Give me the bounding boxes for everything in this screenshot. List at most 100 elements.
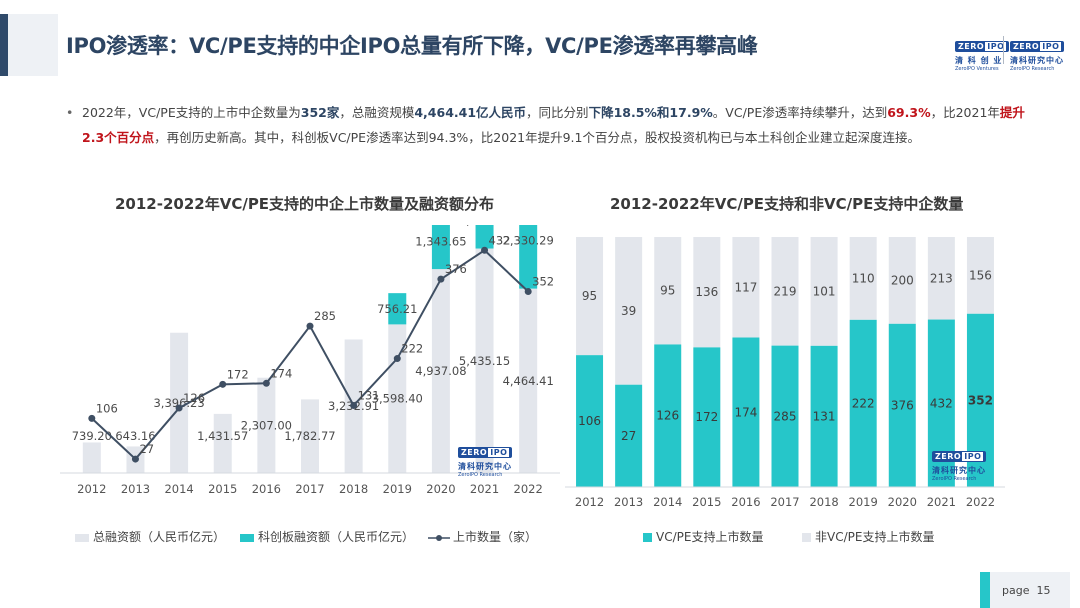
total-financing-bar <box>301 399 319 473</box>
highlight-amount: 4,464.41亿人民币 <box>414 105 527 120</box>
star-market-value-label: 2,330.29 <box>503 233 554 247</box>
right-chart-title: 2012-2022年VC/PE支持和非VC/PE支持中企数量 <box>610 195 964 213</box>
legend-line-marker <box>428 534 450 541</box>
x-tick-label: 2016 <box>252 482 281 496</box>
star-market-financing-bar <box>519 225 538 289</box>
x-tick-label: 2020 <box>888 495 917 509</box>
vcpe-bar <box>654 344 682 487</box>
x-tick-label: 2014 <box>164 482 193 496</box>
total-financing-value-label: 643.16 <box>115 429 155 443</box>
right-chart: 106 95 2012 27 39 2013 126 95 2014 172 136 2015 174 1… <box>565 237 1005 509</box>
legend-swatch <box>240 533 254 542</box>
legend-swatch <box>643 533 652 542</box>
non-vcpe-value-label: 95 <box>582 289 597 303</box>
vcpe-bar <box>615 384 643 487</box>
listing-count-point <box>437 275 445 283</box>
listing-count-point <box>262 379 270 387</box>
star-market-financing-bar <box>388 293 407 325</box>
star-market-financing-bar <box>431 225 450 270</box>
listing-count-label: 174 <box>270 366 292 380</box>
listing-count-label: 106 <box>96 401 118 415</box>
total-financing-value-label: 3,598.40 <box>372 392 423 406</box>
x-tick-label: 2022 <box>514 482 543 496</box>
vcpe-bar <box>771 345 799 487</box>
x-tick-label: 2020 <box>426 482 455 496</box>
right-chart-watermark: ZERO IPO 清科研究中心 ZeroIPO Research <box>932 451 987 482</box>
non-vcpe-bar <box>927 237 955 320</box>
listing-count-label: 352 <box>532 275 554 289</box>
x-tick-label: 2013 <box>121 482 150 496</box>
total-financing-value-label: 5,435.15 <box>459 354 510 368</box>
vcpe-bar <box>693 347 721 487</box>
vcpe-value-label: 222 <box>852 396 875 410</box>
non-vcpe-bar <box>849 237 877 320</box>
listing-count-label: 376 <box>445 262 467 276</box>
logo-divider <box>1003 36 1004 64</box>
x-tick-label: 2018 <box>339 482 368 496</box>
total-financing-value-label: 1,782.77 <box>284 429 335 443</box>
page-indicator-accent <box>980 572 990 608</box>
vcpe-bar <box>810 345 838 487</box>
total-financing-bar <box>82 442 101 473</box>
vcpe-value-label: 174 <box>734 405 757 419</box>
listing-count-point <box>524 288 532 296</box>
non-vcpe-value-label: 136 <box>695 285 718 299</box>
bullet-dot: • <box>66 105 74 120</box>
zeroipo-research-logo: ZERO IPO 清科研究中心 ZeroIPO Research <box>1010 41 1065 72</box>
star-market-value-label: 1,361.92 <box>459 225 510 227</box>
vcpe-bar <box>576 355 604 487</box>
vcpe-value-label: 126 <box>656 409 679 423</box>
legend-listing-count: 上市数量（家） <box>428 528 537 545</box>
total-financing-value-label: 4,464.41 <box>503 374 554 388</box>
summary-paragraph: • 2022年，VC/PE支持的上市中企数量为352家，总融资规模4,464.4… <box>66 100 1042 150</box>
non-vcpe-value-label: 95 <box>660 284 675 298</box>
page-label: page <box>1002 584 1030 597</box>
listing-count-point <box>219 380 227 388</box>
x-tick-label: 2013 <box>614 495 643 509</box>
vcpe-value-label: 285 <box>774 409 797 423</box>
non-vcpe-value-label: 101 <box>813 284 836 298</box>
x-tick-label: 2018 <box>809 495 838 509</box>
x-tick-label: 2019 <box>849 495 878 509</box>
total-financing-bar <box>170 332 189 473</box>
non-vcpe-value-label: 117 <box>734 280 757 294</box>
x-tick-label: 2017 <box>770 495 799 509</box>
x-tick-label: 2012 <box>77 482 106 496</box>
non-vcpe-bar <box>810 237 838 346</box>
total-financing-bar <box>213 413 232 473</box>
listing-count-label: 27 <box>139 442 154 456</box>
highlight-penetration: 69.3% <box>887 105 931 120</box>
left-chart: 739.20 2012 643.16 2013 3,396.23 2014 1,431.57… <box>60 225 560 496</box>
header-accent-bar <box>0 14 8 76</box>
listing-count-label: 172 <box>227 367 249 381</box>
total-financing-bar <box>431 269 450 473</box>
total-financing-bar <box>519 288 538 473</box>
non-vcpe-bar <box>576 237 604 356</box>
listing-count-label: 432 <box>489 233 511 247</box>
legend-star-market-financing: 科创板融资额（人民币亿元） <box>240 528 414 545</box>
vcpe-value-label: 376 <box>891 398 914 412</box>
page-title: IPO渗透率：VC/PE支持的中企IPO总量有所下降，VC/PE渗透率再攀高峰 <box>66 34 758 58</box>
non-vcpe-bar <box>654 237 682 345</box>
non-vcpe-bar <box>732 237 760 338</box>
x-tick-label: 2021 <box>927 495 956 509</box>
x-tick-label: 2015 <box>692 495 721 509</box>
x-tick-label: 2016 <box>731 495 760 509</box>
total-financing-value-label: 2,307.00 <box>241 418 292 432</box>
highlight-decline: 下降18.5%和17.9% <box>588 105 713 120</box>
non-vcpe-value-label: 219 <box>774 284 797 298</box>
x-tick-label: 2021 <box>470 482 499 496</box>
listing-count-label: 131 <box>358 388 380 402</box>
total-financing-value-label: 4,937.08 <box>415 364 466 378</box>
non-vcpe-bar <box>771 237 799 346</box>
star-market-value-label: 756.21 <box>377 302 417 316</box>
vcpe-value-label: 131 <box>813 409 836 423</box>
total-financing-value-label: 1,431.57 <box>197 429 248 443</box>
non-vcpe-bar <box>615 237 643 385</box>
listing-count-point <box>306 322 314 330</box>
total-financing-value-label: 3,396.23 <box>153 396 204 410</box>
star-market-value-label: 1,343.65 <box>415 234 466 248</box>
listing-count-point <box>175 404 183 412</box>
total-financing-bar <box>475 248 494 473</box>
non-vcpe-bar <box>693 237 721 348</box>
